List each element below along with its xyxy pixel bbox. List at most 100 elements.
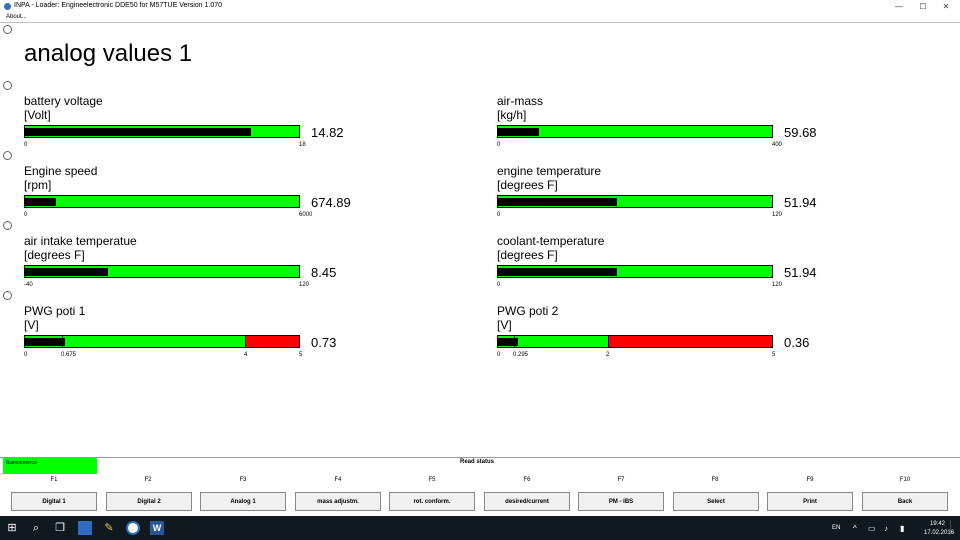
gauge-value: 674.89: [311, 195, 351, 210]
gauge-min: 0: [497, 142, 501, 148]
digital-1-button[interactable]: Digital 1: [11, 492, 97, 511]
gauge-min: 0: [497, 212, 501, 218]
gauge-value: 0.36: [784, 335, 810, 350]
analog-1-button[interactable]: Analog 1: [200, 492, 286, 511]
row-radio-2[interactable]: [3, 81, 12, 90]
gauge-name: battery voltage: [24, 94, 103, 108]
fkey-label-f6: F6: [523, 477, 531, 483]
gauge-name: air intake temperatue: [24, 234, 137, 248]
gauge-value: 51.94: [784, 265, 817, 280]
gauge-fill: [498, 338, 518, 346]
gauge-min: 0: [497, 352, 501, 358]
gauge-fill: [25, 338, 65, 346]
maximize-button[interactable]: ☐: [919, 2, 927, 11]
gauge-max: 5: [299, 352, 303, 358]
windows-start-icon[interactable]: ⊞: [7, 522, 17, 534]
gauge-fill: [25, 198, 56, 206]
gauge-max: 6000: [299, 212, 313, 218]
gauge-fill: [25, 128, 251, 136]
gauge-max: 18: [299, 142, 306, 148]
notification-icon[interactable]: [950, 520, 959, 534]
speaker-icon[interactable]: ♪: [884, 524, 888, 533]
gauge-value: 8.45: [311, 265, 337, 280]
gauge-unit: [degrees F]: [24, 248, 85, 262]
window-title: INPA - Loader: Engineelectronic DDE50 fo…: [14, 2, 223, 9]
digital-2-button[interactable]: Digital 2: [106, 492, 192, 511]
gauge-fill: [498, 198, 617, 206]
gauge-high: 2: [606, 352, 610, 358]
gauge-low: 0.295: [513, 352, 529, 358]
row-radio-4[interactable]: [3, 221, 12, 230]
rot-conform-button[interactable]: rot. conform.: [389, 492, 475, 511]
gauge-bar: [497, 265, 773, 278]
running-indicator: Выполняется: [3, 458, 97, 474]
network-icon[interactable]: ▭: [868, 524, 876, 533]
row-radio-1[interactable]: [3, 25, 12, 34]
gauge-unit: [V]: [24, 318, 39, 332]
gauge-unit: [rpm]: [24, 178, 52, 192]
gauge-name: Engine speed: [24, 164, 98, 178]
save-floppy-icon[interactable]: [78, 521, 92, 535]
desired-current-button[interactable]: desired/current: [484, 492, 570, 511]
select-button[interactable]: Select: [673, 492, 759, 511]
back-button[interactable]: Back: [862, 492, 948, 511]
gauge-max: 400: [772, 142, 783, 148]
clock-date[interactable]: 17.02.2016: [924, 530, 955, 536]
inpa-app-icon: [4, 3, 11, 10]
row-radio-5[interactable]: [3, 291, 12, 300]
gauge-bar: [497, 195, 773, 208]
gauge-bar: [497, 335, 773, 348]
mass-adjustment-button[interactable]: mass adjustm.: [295, 492, 381, 511]
search-icon[interactable]: ⌕: [32, 522, 40, 534]
running-text: Выполняется: [6, 460, 37, 466]
tray-arrow-icon[interactable]: ^: [853, 524, 857, 533]
minimize-button[interactable]: —: [895, 2, 903, 11]
gauge-name: air-mass: [497, 94, 544, 108]
gauge-min: 0: [24, 352, 28, 358]
gauge-unit: [Volt]: [24, 108, 51, 122]
page-title: analog values 1: [24, 40, 193, 67]
menu-about[interactable]: About...: [6, 14, 27, 20]
gauge-unit: [kg/h]: [497, 108, 527, 122]
row-radio-3[interactable]: [3, 151, 12, 160]
pm-ibs-button[interactable]: PM - IBS: [578, 492, 664, 511]
read-status-label: Read status: [460, 459, 495, 465]
word-icon[interactable]: W: [150, 521, 164, 535]
gauge-bar: [24, 265, 300, 278]
gauge-min: 0: [24, 142, 28, 148]
close-button[interactable]: ✕: [942, 2, 950, 11]
gauge-name: PWG poti 1: [24, 304, 86, 318]
alarm-zone: [245, 336, 299, 347]
taskbar: ⊞ ⌕ ❐ ✎ W EN ^ ▭ ♪ ▮ 19:42 17.02.2016: [0, 516, 960, 540]
language-indicator[interactable]: EN: [832, 525, 841, 531]
menubar: About...: [0, 13, 960, 22]
gauge-min: -40: [24, 282, 33, 288]
clock-time[interactable]: 19:42: [930, 521, 946, 527]
gauge-value: 51.94: [784, 195, 817, 210]
fkey-label-f4: F4: [334, 477, 342, 483]
gauge-bar: [24, 195, 300, 208]
gauge-value: 0.73: [311, 335, 337, 350]
gauge-unit: [degrees F]: [497, 178, 558, 192]
fkey-label-f8: F8: [711, 477, 719, 483]
gauge-min: 0: [24, 212, 28, 218]
gauge-high: 4: [244, 352, 248, 358]
window-titlebar: INPA - Loader: Engineelectronic DDE50 fo…: [0, 0, 960, 13]
bmw-inpa-icon[interactable]: [126, 521, 140, 535]
gauge-bar: [497, 125, 773, 138]
gauge-unit: [V]: [497, 318, 512, 332]
tool-icon[interactable]: ✎: [104, 522, 114, 534]
gauge-name: engine temperature: [497, 164, 602, 178]
status-row: [0, 457, 960, 476]
gauge-fill: [498, 128, 539, 136]
gauge-max: 120: [299, 282, 310, 288]
gauge-unit: [degrees F]: [497, 248, 558, 262]
gauge-value: 59.68: [784, 125, 817, 140]
fkey-label-f3: F3: [239, 477, 247, 483]
task-view-icon[interactable]: ❐: [55, 522, 65, 534]
print-button[interactable]: Print: [767, 492, 853, 511]
fkey-label-f9: F9: [806, 477, 814, 483]
fkey-label-f5: F5: [428, 477, 436, 483]
gauge-max: 5: [772, 352, 776, 358]
battery-icon[interactable]: ▮: [900, 524, 905, 533]
